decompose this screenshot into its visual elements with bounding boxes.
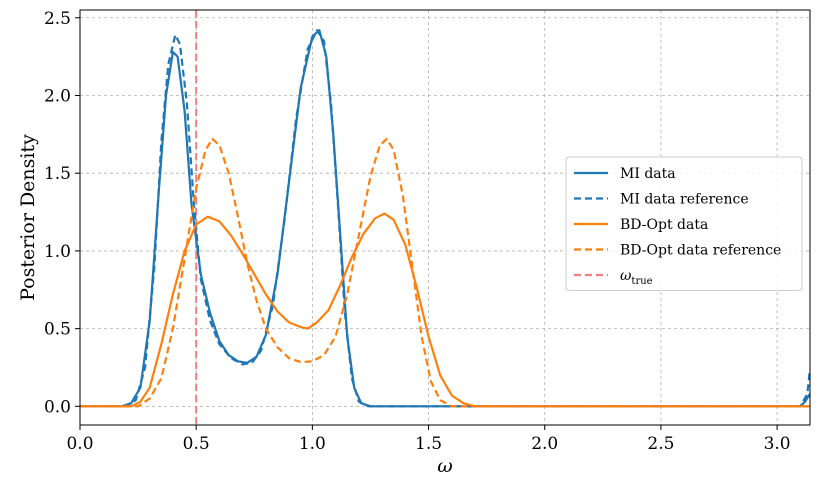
legend-label: BD-Opt data	[620, 217, 708, 233]
y-tick-label: 1.5	[44, 164, 71, 184]
series-line-1	[80, 29, 810, 408]
x-tick-label: 1.5	[415, 434, 442, 454]
y-axis-label: Posterior Density	[17, 134, 39, 301]
x-axis-label: ω	[437, 455, 453, 477]
y-tick-label: 0.5	[44, 320, 71, 340]
x-tick-label: 0.5	[183, 434, 210, 454]
x-tick-label: 3.0	[764, 434, 791, 454]
series-line-2	[80, 212, 810, 408]
plot-frame	[79, 9, 811, 426]
x-tick-label: 2.5	[647, 434, 674, 454]
x-tick-label: 2.0	[531, 434, 558, 454]
x-tick-label: 1.0	[299, 434, 326, 454]
y-tick-label: 2.5	[44, 9, 71, 29]
series-line-3	[80, 137, 810, 408]
series-layer	[80, 29, 810, 408]
legend-box	[565, 156, 803, 291]
legend-label: ωtrue	[620, 268, 653, 287]
legend: MI data MI data reference BD-Opt data BD-Op…	[565, 156, 803, 291]
x-tick-label: 0.0	[66, 434, 93, 454]
legend-label: MI data	[620, 166, 676, 182]
legend-label: MI data reference	[620, 192, 749, 208]
legend-items: MI data MI data reference BD-Opt data BD-Op…	[574, 166, 781, 287]
ticks: 0.0 0.5 1.0 1.5 2.0 2.5 3.0 0.0 0.5 1.0 1.5 2.0 2.5	[44, 9, 791, 454]
y-tick-label: 2.0	[44, 86, 71, 106]
y-tick-label: 0.0	[44, 397, 71, 417]
legend-label: BD-Opt data reference	[620, 243, 781, 259]
y-tick-label: 1.0	[44, 242, 71, 262]
